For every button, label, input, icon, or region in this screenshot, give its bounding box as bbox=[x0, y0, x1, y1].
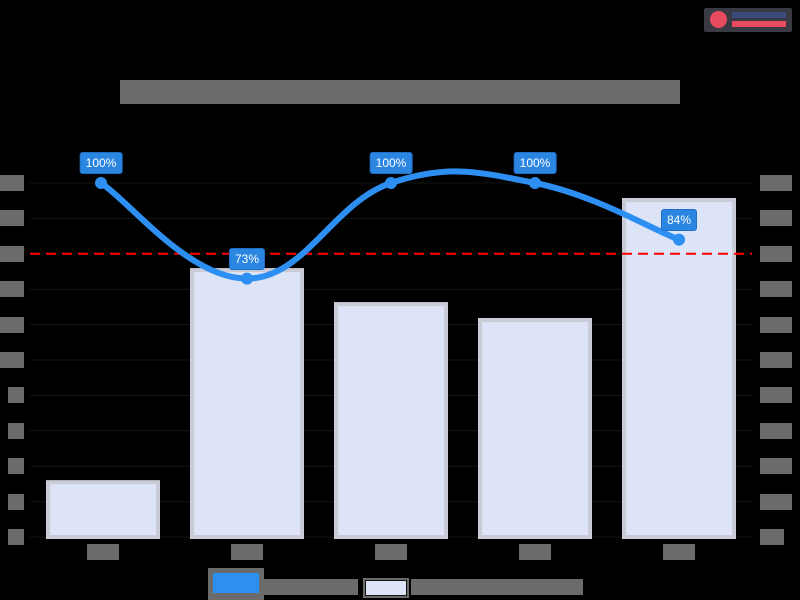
line-point bbox=[673, 233, 685, 246]
data-label: 100% bbox=[79, 152, 123, 174]
right-axis-tick-label bbox=[760, 458, 792, 475]
legend-bar-swatch bbox=[365, 580, 407, 596]
x-axis-tick-label bbox=[375, 544, 407, 560]
x-axis-tick-label bbox=[663, 544, 695, 560]
left-axis-tick-label bbox=[8, 458, 24, 475]
globe-icon bbox=[710, 11, 727, 28]
right-axis-tick-label bbox=[760, 210, 792, 227]
data-label: 100% bbox=[513, 152, 557, 174]
legend-label-bar-redacted bbox=[411, 579, 583, 595]
legend-line-swatch bbox=[208, 568, 264, 600]
left-axis-tick-label bbox=[8, 529, 24, 545]
line-series bbox=[98, 168, 682, 282]
right-axis-tick-label bbox=[760, 529, 784, 545]
left-axis-tick-label bbox=[0, 175, 24, 191]
right-axis-tick-label bbox=[760, 316, 792, 333]
left-axis-tick-label bbox=[8, 387, 24, 404]
bar bbox=[622, 197, 736, 539]
line-points bbox=[95, 177, 685, 285]
bar bbox=[334, 302, 448, 539]
data-label: 100% bbox=[369, 152, 413, 174]
bar bbox=[46, 480, 160, 540]
line-point bbox=[95, 177, 107, 189]
bar bbox=[190, 268, 304, 539]
brand-logo bbox=[704, 8, 792, 32]
left-axis-tick-label bbox=[0, 352, 24, 368]
right-axis-tick-label bbox=[760, 352, 792, 368]
left-axis-tick-label bbox=[0, 281, 24, 298]
data-label: 73% bbox=[228, 247, 266, 270]
legend-label-line-redacted bbox=[264, 579, 358, 595]
line-point bbox=[385, 177, 397, 189]
left-axis-tick-label bbox=[8, 493, 24, 510]
x-axis-tick-label bbox=[519, 544, 551, 560]
logo-text-line1 bbox=[732, 12, 786, 18]
data-label: 84% bbox=[660, 208, 698, 231]
right-axis-tick-label bbox=[760, 281, 792, 298]
chart-title-redacted bbox=[120, 80, 680, 104]
left-axis-tick-label bbox=[0, 210, 24, 227]
right-axis-tick-label bbox=[760, 493, 792, 510]
bar-series bbox=[46, 197, 736, 540]
line-point bbox=[529, 177, 541, 189]
line-point bbox=[241, 272, 253, 285]
left-axis-tick-label bbox=[0, 316, 24, 333]
logo-text-line2 bbox=[732, 21, 786, 27]
bar bbox=[478, 317, 592, 539]
right-axis-tick-label bbox=[760, 387, 792, 404]
right-axis-tick-label bbox=[760, 422, 792, 439]
x-axis-tick-label bbox=[87, 544, 119, 560]
x-axis-tick-label bbox=[231, 544, 263, 560]
right-axis-tick-label bbox=[760, 175, 792, 191]
left-axis-tick-label bbox=[0, 245, 24, 262]
left-axis-tick-label bbox=[8, 422, 24, 439]
right-axis-tick-label bbox=[760, 245, 792, 262]
